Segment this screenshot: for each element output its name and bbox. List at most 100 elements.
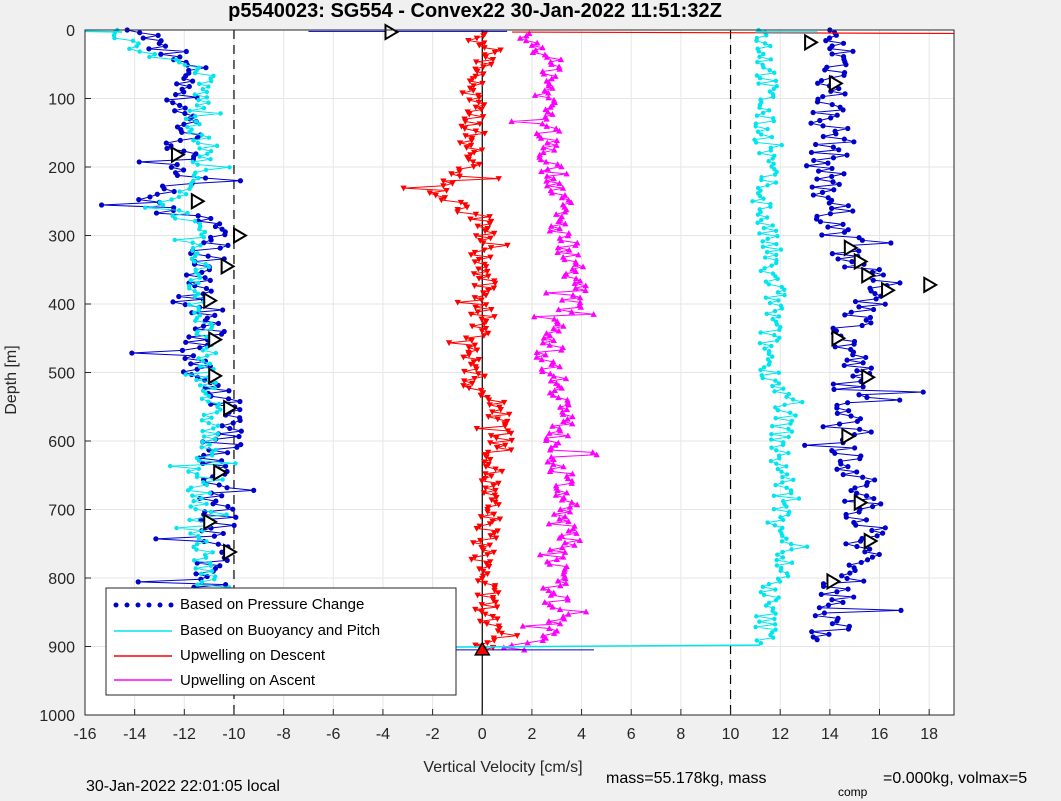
pressure-series-ascent-point bbox=[834, 466, 840, 472]
upwelling-descent-series-point bbox=[470, 164, 477, 170]
buoyancy-series-ascent-point bbox=[754, 614, 759, 619]
x-tick-label: 8 bbox=[676, 726, 685, 743]
upwelling-descent-series-point bbox=[484, 268, 491, 275]
pressure-series-descent-point bbox=[173, 92, 179, 98]
upwelling-ascent-series-point bbox=[548, 189, 556, 196]
pressure-series-descent-point bbox=[217, 221, 223, 227]
pressure-series-descent-point bbox=[190, 353, 197, 359]
upwelling-descent-series-point bbox=[481, 228, 489, 235]
pressure-series-descent-point bbox=[161, 186, 167, 192]
upwelling-ascent-series-point bbox=[559, 411, 567, 417]
upwelling-ascent-series-point bbox=[553, 320, 561, 327]
pressure-series-ascent-point bbox=[823, 38, 829, 44]
buoyancy-series-ascent-point bbox=[775, 552, 780, 557]
upwelling-descent-series-point bbox=[432, 192, 439, 199]
buoyancy-series-descent-point bbox=[204, 539, 209, 544]
pressure-series-ascent-point bbox=[848, 487, 854, 494]
upwelling-descent-series-point bbox=[467, 142, 475, 149]
upwelling-descent-series-point bbox=[471, 376, 478, 382]
buoyancy-series-ascent-point bbox=[758, 640, 764, 646]
upwelling-descent-series-point bbox=[502, 442, 509, 449]
upwelling-ascent-series-point bbox=[576, 294, 584, 301]
footer-local-time: 30-Jan-2022 22:01:05 local bbox=[86, 778, 280, 795]
buoyancy-series-ascent-point bbox=[770, 354, 775, 359]
pressure-series-descent-point bbox=[236, 433, 242, 440]
pressure-series-ascent-point bbox=[836, 85, 842, 92]
upwelling-descent-series-point bbox=[468, 323, 476, 330]
pressure-series-ascent-point bbox=[852, 298, 859, 305]
upwelling-ascent-series-point bbox=[563, 406, 571, 413]
buoyancy-series-ascent-point bbox=[804, 544, 810, 549]
upwelling-ascent-series-point bbox=[556, 620, 564, 627]
buoyancy-series-descent-point bbox=[194, 103, 200, 108]
buoyancy-series-ascent-point bbox=[769, 343, 774, 349]
upwelling-ascent-series-point bbox=[558, 296, 566, 303]
pressure-series-ascent-point bbox=[880, 272, 886, 278]
upwelling-descent-series-point bbox=[478, 297, 485, 304]
upwelling-ascent-series-point bbox=[556, 534, 563, 541]
upwelling-ascent-series-point bbox=[538, 356, 545, 363]
upwelling-descent-series-point bbox=[475, 256, 483, 263]
pressure-series-descent-point bbox=[203, 65, 209, 71]
x-tick-label: -8 bbox=[277, 726, 291, 743]
buoyancy-series-ascent-point bbox=[774, 461, 779, 466]
upwelling-ascent-series-point bbox=[554, 577, 562, 584]
pressure-series-descent-point bbox=[230, 420, 236, 426]
buoyancy-series-descent-point bbox=[196, 307, 202, 313]
upwelling-descent-series-point bbox=[471, 295, 478, 301]
upwelling-ascent-series-point bbox=[568, 480, 575, 486]
buoyancy-series-ascent-point bbox=[763, 279, 769, 284]
buoyancy-series-descent-point bbox=[195, 582, 200, 587]
buoyancy-series-ascent-point bbox=[780, 533, 785, 539]
pressure-series-ascent-point bbox=[814, 99, 821, 105]
pressure-series-ascent-point bbox=[834, 589, 840, 595]
upwelling-ascent-series-point bbox=[560, 615, 568, 622]
upwelling-descent-series-point bbox=[483, 454, 490, 461]
pressure-series-ascent-point bbox=[843, 541, 849, 547]
pressure-series-ascent-point bbox=[870, 306, 877, 313]
buoyancy-series-ascent-point bbox=[772, 70, 777, 76]
pressure-series-ascent-point bbox=[846, 562, 852, 568]
pressure-series-ascent-point bbox=[856, 392, 862, 398]
buoyancy-series-ascent-point bbox=[780, 517, 786, 523]
buoyancy-series-ascent-point bbox=[758, 367, 763, 373]
pressure-series-descent-point bbox=[215, 320, 222, 327]
buoyancy-series-descent-point bbox=[200, 428, 205, 434]
pressure-series-descent-point bbox=[233, 514, 239, 520]
buoyancy-series-descent-point bbox=[201, 235, 207, 240]
upwelling-descent-series-point bbox=[470, 83, 477, 89]
upwelling-ascent-series-point bbox=[546, 332, 554, 339]
upwelling-ascent-series-point bbox=[569, 292, 577, 298]
upwelling-descent-series-point bbox=[478, 316, 485, 323]
upwelling-ascent-series-point bbox=[547, 223, 555, 229]
buoyancy-series-ascent-point bbox=[784, 394, 789, 399]
buoyancy-series-ascent-point bbox=[755, 59, 760, 65]
upwelling-ascent-series-point bbox=[552, 125, 560, 132]
upwelling-ascent-series-point bbox=[536, 551, 544, 558]
buoyancy-series-descent-point bbox=[196, 175, 201, 181]
pressure-series-ascent-point bbox=[868, 365, 874, 371]
buoyancy-series-descent-point bbox=[218, 407, 223, 412]
upwelling-descent-series-point bbox=[481, 45, 488, 51]
pressure-series-ascent-point bbox=[860, 360, 866, 366]
upwelling-ascent-series-point bbox=[531, 92, 539, 98]
pressure-series-ascent-point bbox=[841, 171, 847, 177]
pressure-series-descent-point bbox=[174, 162, 180, 168]
upwelling-descent-series-point bbox=[480, 71, 487, 78]
pressure-series-ascent-point bbox=[863, 354, 869, 361]
buoyancy-series-descent-point bbox=[187, 186, 192, 192]
pressure-series-descent-point bbox=[202, 275, 208, 281]
buoyancy-series-descent-point bbox=[196, 466, 201, 472]
open-triangle-marker bbox=[881, 281, 896, 300]
pressure-series-descent-point bbox=[158, 51, 164, 57]
pressure-series-descent-point bbox=[234, 444, 240, 450]
upwelling-descent-series-point bbox=[507, 447, 515, 454]
upwelling-descent-series-point bbox=[491, 587, 498, 594]
pressure-series-ascent-point bbox=[836, 421, 843, 427]
upwelling-ascent-series-point bbox=[555, 218, 562, 225]
y-tick-label: 500 bbox=[48, 366, 75, 383]
buoyancy-series-descent-point bbox=[195, 162, 200, 167]
upwelling-ascent-series-point bbox=[550, 630, 558, 636]
y-tick-label: 800 bbox=[48, 571, 75, 588]
upwelling-descent-series-point bbox=[471, 259, 479, 266]
